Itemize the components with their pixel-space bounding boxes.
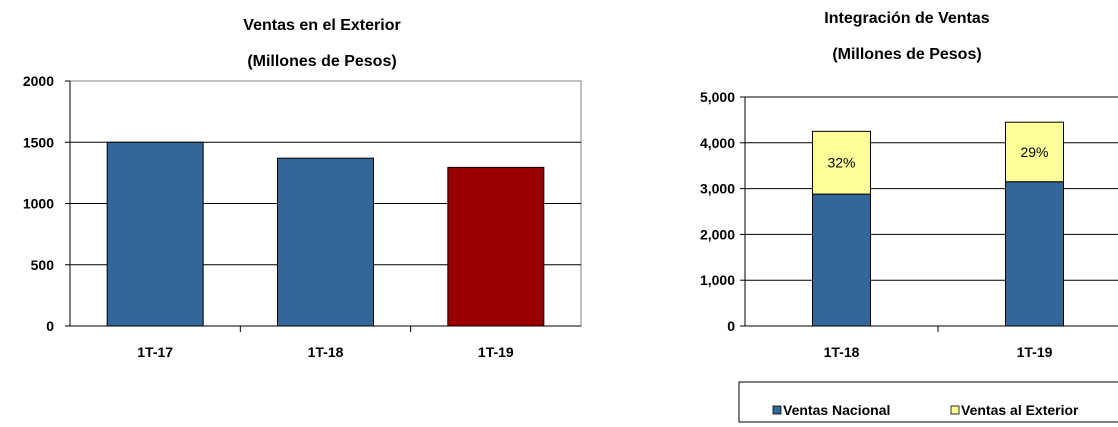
chart1-category-label: 1T-17: [137, 344, 173, 360]
chart1-y-tick-label: 0: [46, 318, 54, 334]
legend-box: [738, 381, 1118, 423]
chart1-bar: [447, 166, 545, 327]
chart2-bar-ventas-nacional: [1005, 181, 1064, 327]
chart1-subtitle: (Millones de Pesos): [247, 53, 396, 70]
chart2-bar-ventas-nacional: [812, 193, 871, 327]
legend-swatch-ventas-exterior: [950, 405, 960, 415]
chart2-data-label: 29%: [1020, 144, 1048, 160]
chart2-bar-ventas-exterior: [1005, 121, 1064, 183]
chart2-y-tick-label: 4,000: [700, 135, 735, 151]
chart1-bar: [106, 141, 204, 327]
legend-label-ventas-nacional: Ventas Nacional: [783, 402, 890, 418]
chart-integracion-ventas: Integración de Ventas (Millones de Pesos…: [700, 10, 1118, 423]
chart2-y-tick-label: 0: [727, 318, 735, 334]
chart2-bar-ventas-exterior: [812, 130, 871, 195]
chart2-subtitle: (Millones de Pesos): [832, 46, 981, 63]
chart2-y-tick-label: 5,000: [700, 89, 735, 105]
chart2-y-tick-label: 1,000: [700, 272, 735, 288]
chart2-category-label: 1T-19: [1017, 344, 1053, 360]
chart1-bar: [277, 157, 374, 327]
chart1-title: Ventas en el Exterior: [243, 17, 400, 34]
chart-ventas-exterior: Ventas en el Exterior (Millones de Pesos…: [23, 17, 582, 360]
chart1-category-label: 1T-19: [478, 344, 514, 360]
chart1-category-label: 1T-18: [308, 344, 344, 360]
chart1-y-tick-label: 1000: [23, 196, 54, 212]
chart2-category-label: 1T-18: [824, 344, 860, 360]
chart2-legend: Ventas Nacional Ventas al Exterior: [738, 381, 1118, 423]
chart2-y-tick-label: 3,000: [700, 181, 735, 197]
chart1-y-tick-label: 1500: [23, 134, 54, 150]
chart2-title: Integración de Ventas: [824, 10, 989, 27]
chart1-y-tick-label: 500: [31, 257, 55, 273]
chart2-y-tick-label: 2,000: [700, 226, 735, 242]
legend-swatch-ventas-nacional: [772, 405, 782, 415]
chart2-data-label: 32%: [827, 155, 855, 171]
legend-label-ventas-exterior: Ventas al Exterior: [961, 402, 1079, 418]
chart1-y-tick-label: 2000: [23, 73, 54, 89]
